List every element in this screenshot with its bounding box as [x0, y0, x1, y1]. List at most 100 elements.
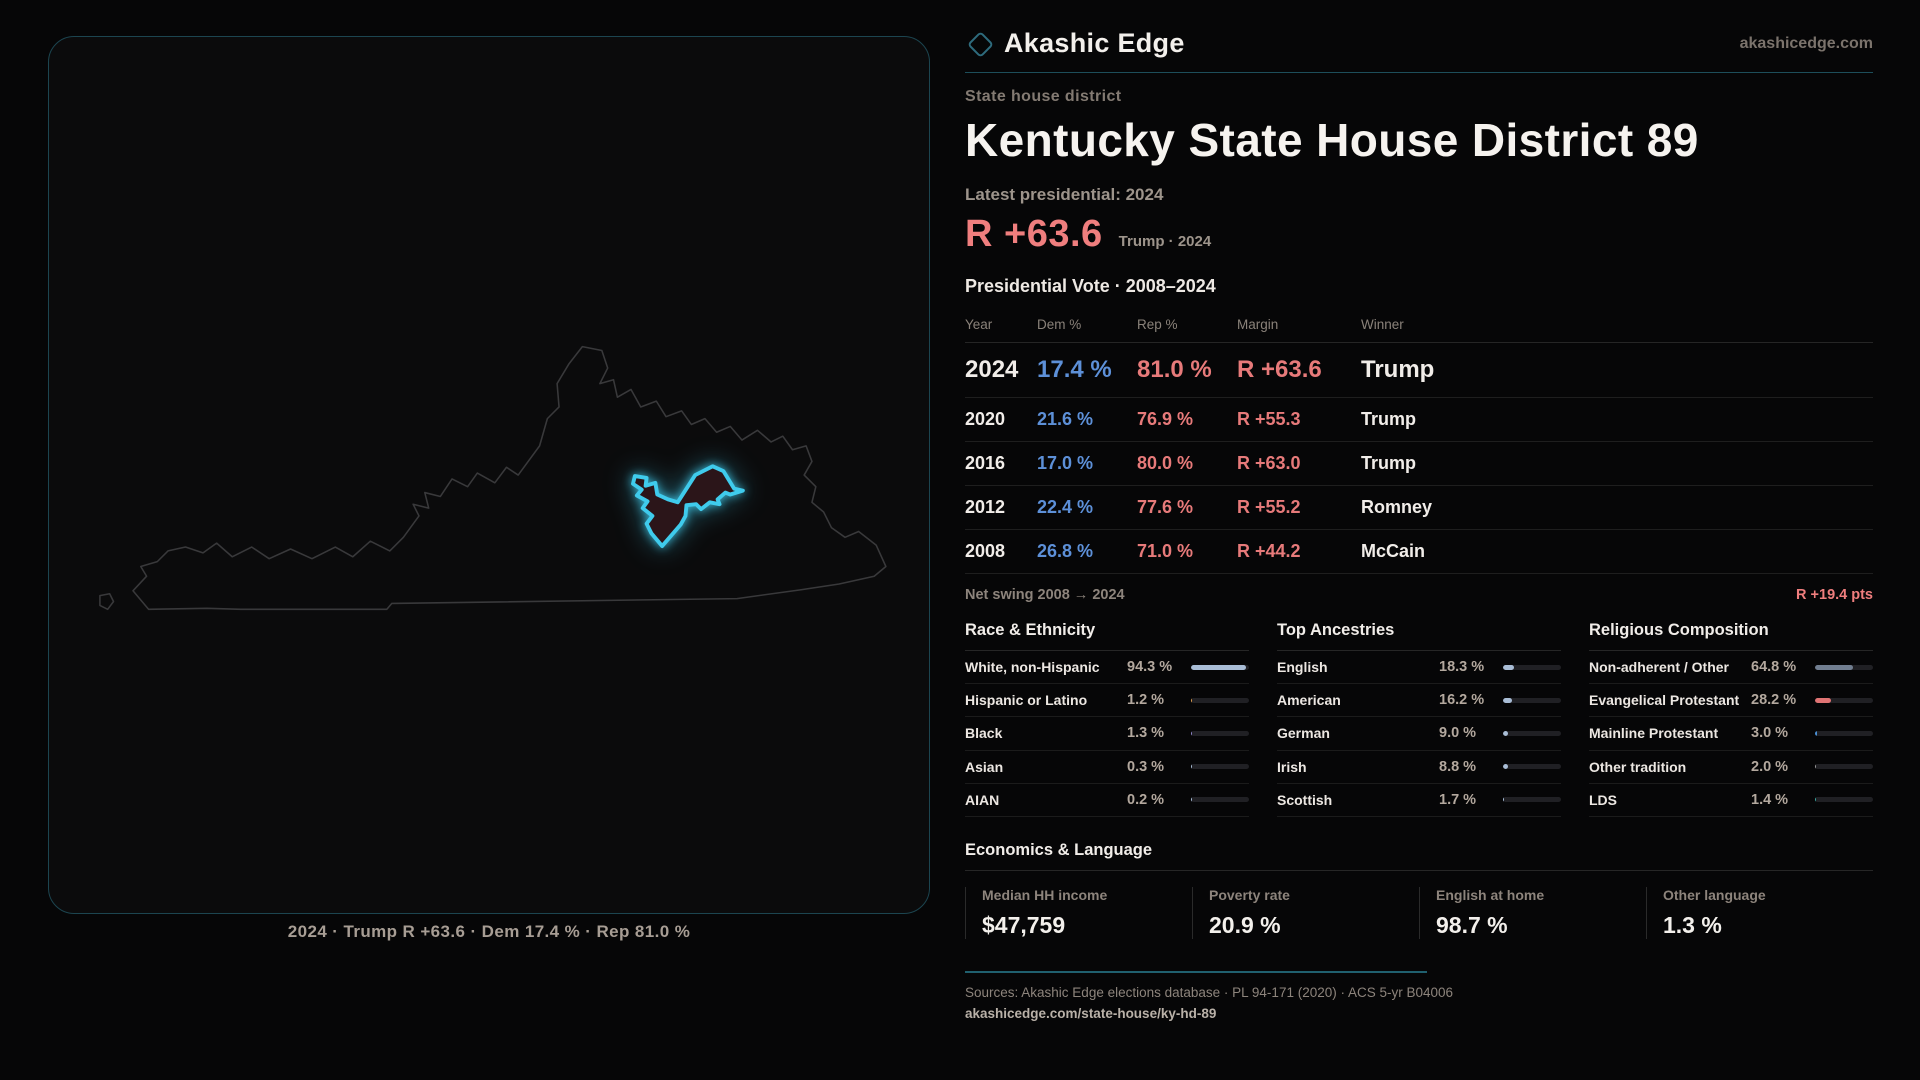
- cell-rep: 76.9 %: [1137, 409, 1194, 429]
- demo-value: 8.8 %: [1439, 758, 1477, 775]
- cell-winner: Romney: [1361, 497, 1433, 517]
- table-row: 2008 26.8 % 71.0 % R +44.2 McCain: [965, 530, 1873, 574]
- stat-value: 98.7 %: [1436, 911, 1508, 938]
- list-item: Non-adherent / Other 64.8 %: [1589, 651, 1873, 685]
- economics-stats: Median HH income $47,759 Poverty rate 20…: [965, 886, 1873, 939]
- kentucky-bend-outline: [99, 592, 115, 611]
- cell-rep: 80.0 %: [1137, 453, 1194, 473]
- cell-year: 2016: [965, 453, 1006, 473]
- list-item: Mainline Protestant 3.0 %: [1589, 717, 1873, 751]
- cell-margin: R +63.6: [1237, 356, 1322, 383]
- demo-value: 9.0 %: [1439, 725, 1477, 742]
- demo-label: Mainline Protestant: [1589, 725, 1719, 742]
- cell-margin: R +55.2: [1237, 497, 1301, 517]
- cell-winner: McCain: [1361, 541, 1426, 561]
- stat-value: 20.9 %: [1209, 911, 1281, 938]
- vote-table-title: Presidential Vote · 2008–2024: [965, 276, 1216, 296]
- demo-bar-fill: [1815, 697, 1832, 703]
- headline-margin-value: R +63.6: [965, 213, 1103, 255]
- demo-value: 64.8 %: [1751, 659, 1797, 676]
- demo-bar-fill: [1815, 730, 1817, 736]
- brand-name: Akashic Edge: [1004, 28, 1185, 58]
- sources-text: Sources: Akashic Edge elections database…: [965, 984, 1454, 1000]
- stat-median-income: Median HH income $47,759: [965, 886, 1192, 939]
- district-89-shape: [631, 464, 745, 549]
- demo-label: American: [1277, 692, 1341, 709]
- demo-bar: [1503, 764, 1561, 770]
- stat-poverty-rate: Poverty rate 20.9 %: [1192, 886, 1419, 939]
- demo-label: Non-adherent / Other: [1589, 659, 1730, 675]
- cell-dem: 21.6 %: [1037, 409, 1094, 429]
- cell-rep: 71.0 %: [1137, 541, 1194, 561]
- demo-label: Irish: [1277, 758, 1307, 775]
- col-dem: Dem %: [1037, 317, 1082, 332]
- list-item: English 18.3 %: [1277, 651, 1561, 685]
- kicker-label: State house district: [965, 88, 1122, 105]
- ancestries-section-title: Top Ancestries: [1277, 621, 1561, 651]
- demo-bar-fill: [1503, 697, 1513, 703]
- demo-bar: [1815, 697, 1873, 703]
- district-data-panel: Akashic Edge akashicedge.com State house…: [965, 28, 1873, 1021]
- cell-dem: 26.8 %: [1037, 541, 1094, 561]
- demo-label: Black: [965, 725, 1003, 742]
- page-title: Kentucky State House District 89: [965, 114, 1699, 166]
- footer: Sources: Akashic Edge elections database…: [965, 970, 1873, 1021]
- map-caption: 2024 · Trump R +63.6 · Dem 17.4 % · Rep …: [287, 922, 691, 941]
- demo-bar: [1503, 664, 1561, 670]
- demo-label: German: [1277, 725, 1330, 742]
- demo-label: White, non-Hispanic: [965, 659, 1100, 675]
- brand-diamond-icon: [967, 31, 994, 58]
- footer-divider: [965, 970, 1427, 973]
- ancestries-section: Top Ancestries English 18.3 % American 1…: [1277, 621, 1561, 817]
- economics-section: Economics & Language Median HH income $4…: [965, 841, 1873, 939]
- demo-bar: [1191, 764, 1249, 770]
- col-margin: Margin: [1237, 317, 1279, 332]
- net-swing-row: Net swing 2008 → 2024 R +19.4 pts: [965, 574, 1873, 603]
- demo-value: 2.0 %: [1751, 758, 1789, 775]
- stat-label: English at home: [1436, 886, 1545, 903]
- net-swing-label: Net swing 2008 → 2024: [965, 587, 1125, 603]
- demo-bar-fill: [1815, 764, 1817, 770]
- cell-rep: 77.6 %: [1137, 497, 1194, 517]
- stat-label: Poverty rate: [1209, 886, 1290, 903]
- col-rep: Rep %: [1137, 317, 1178, 332]
- demo-bar: [1191, 797, 1249, 803]
- stat-english-at-home: English at home 98.7 %: [1419, 886, 1646, 939]
- stat-other-language: Other language 1.3 %: [1646, 886, 1873, 939]
- demo-bar: [1815, 664, 1873, 670]
- header-bar: Akashic Edge akashicedge.com: [965, 28, 1873, 59]
- headline-margin-row: R +63.6 Trump · 2024: [965, 213, 1873, 256]
- page-url-link[interactable]: akashicedge.com/state-house/ky-hd-89: [965, 1005, 1217, 1021]
- table-row: 2012 22.4 % 77.6 % R +55.2 Romney: [965, 486, 1873, 530]
- demo-label: Other tradition: [1589, 758, 1687, 775]
- race-section: Race & Ethnicity White, non-Hispanic 94.…: [965, 621, 1249, 817]
- demo-bar-fill: [1503, 797, 1504, 803]
- demo-value: 3.0 %: [1751, 725, 1789, 742]
- demo-label: English: [1277, 659, 1328, 675]
- demo-value: 1.3 %: [1127, 725, 1165, 742]
- cell-rep: 81.0 %: [1137, 356, 1212, 383]
- stat-label: Other language: [1663, 886, 1766, 903]
- cell-margin: R +55.3: [1237, 409, 1301, 429]
- demo-bar: [1815, 764, 1873, 770]
- cell-dem: 17.4 %: [1037, 356, 1112, 383]
- list-item: Black 1.3 %: [965, 717, 1249, 751]
- religion-section: Religious Composition Non-adherent / Oth…: [1589, 621, 1873, 817]
- demo-value: 0.2 %: [1127, 791, 1165, 808]
- table-row: 2020 21.6 % 76.9 % R +55.3 Trump: [965, 398, 1873, 442]
- economics-section-title: Economics & Language: [965, 841, 1873, 871]
- vote-table: Year Dem % Rep % Margin Winner 2024 17.4…: [965, 309, 1873, 603]
- col-winner: Winner: [1361, 317, 1404, 332]
- demo-bar: [1503, 797, 1561, 803]
- site-link[interactable]: akashicedge.com: [1739, 34, 1873, 52]
- list-item: Scottish 1.7 %: [1277, 784, 1561, 817]
- demo-bar-fill: [1815, 797, 1816, 803]
- demo-value: 1.7 %: [1439, 791, 1477, 808]
- demo-bar: [1503, 697, 1561, 703]
- cell-margin: R +63.0: [1237, 453, 1301, 473]
- religion-section-title: Religious Composition: [1589, 621, 1873, 651]
- demo-bar: [1191, 697, 1249, 703]
- demo-value: 28.2 %: [1751, 692, 1797, 709]
- cell-year: 2020: [965, 409, 1006, 429]
- list-item: White, non-Hispanic 94.3 %: [965, 651, 1249, 685]
